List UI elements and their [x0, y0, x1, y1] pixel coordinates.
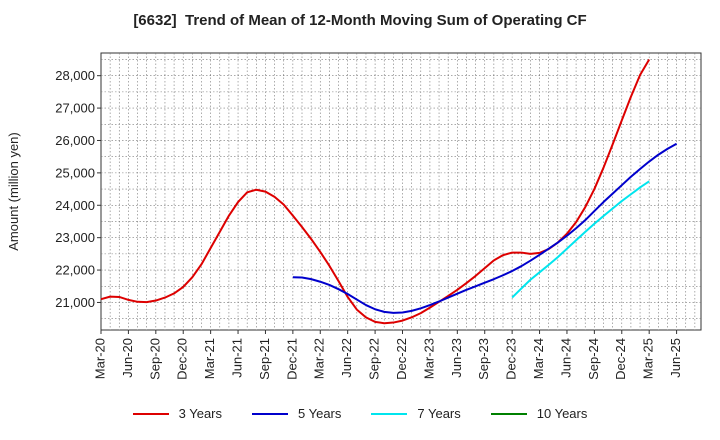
series-line-7-years [511, 180, 650, 299]
x-tick-label: Dec-22 [394, 338, 409, 380]
legend-label: 7 Years [417, 406, 461, 421]
chart-title: [6632] Trend of Mean of 12-Month Moving … [133, 12, 587, 29]
legend-swatch [252, 412, 288, 415]
x-tick-label: Mar-22 [312, 338, 327, 379]
y-axis-label: Amount (million yen) [6, 132, 21, 251]
x-tick-label: Jun-20 [120, 338, 135, 378]
x-tick-label: Jun-24 [558, 338, 573, 378]
legend-swatch [132, 412, 169, 415]
legend-swatch [490, 412, 527, 415]
y-tick-label: 27,000 [55, 101, 95, 116]
series-lines [100, 58, 678, 325]
x-tick-label: Sep-21 [257, 338, 272, 380]
legend-label: 3 Years [178, 406, 222, 421]
legend-item: 5 Years [252, 406, 341, 421]
x-tick-label: Sep-23 [476, 338, 491, 380]
legend-item: 7 Years [371, 406, 461, 421]
x-tick-label: Dec-24 [613, 338, 628, 380]
x-tick-label: Sep-20 [147, 338, 162, 380]
x-tick-label: Dec-20 [175, 338, 190, 380]
legend-label: 5 Years [298, 406, 342, 421]
y-tick-label: 26,000 [55, 133, 95, 148]
x-tick-label: Mar-25 [641, 338, 656, 379]
y-axis-ticks: 21,000 22,000 23,000 24,000 25,000 26,000 27,0… [55, 68, 101, 310]
x-axis-ticks: Mar-20 Jun-20 Sep-20 Dec-20 Mar-21 Jun-21 Sep-… [92, 330, 683, 380]
x-tick-label: Sep-24 [586, 338, 601, 380]
x-tick-label: Jun-25 [668, 338, 683, 378]
grid-lines [101, 53, 701, 330]
x-tick-label: Jun-22 [339, 338, 354, 378]
legend-item: 3 Years [132, 406, 222, 421]
y-tick-label: 22,000 [55, 263, 95, 278]
x-tick-label: Sep-22 [367, 338, 382, 380]
x-tick-label: Mar-21 [202, 338, 217, 379]
plot-area [100, 52, 702, 331]
x-tick-label: Jun-21 [229, 338, 244, 378]
x-tick-label: Dec-23 [504, 338, 519, 380]
series-line-5-years [292, 142, 678, 314]
legend-swatch [371, 412, 408, 415]
y-tick-label: 24,000 [55, 198, 95, 213]
y-tick-label: 23,000 [55, 230, 95, 245]
x-tick-label: Mar-20 [92, 338, 107, 379]
y-tick-label: 25,000 [55, 165, 95, 180]
y-tick-label: 28,000 [55, 68, 95, 83]
legend: 3 Years 5 Years 7 Years 10 Years [0, 406, 720, 421]
legend-item: 10 Years [490, 406, 588, 421]
y-tick-label: 21,000 [55, 295, 95, 310]
x-tick-label: Mar-23 [421, 338, 436, 379]
x-tick-label: Mar-24 [531, 338, 546, 379]
x-tick-label: Jun-23 [449, 338, 464, 378]
x-tick-label: Dec-21 [284, 338, 299, 380]
legend-label: 10 Years [536, 406, 588, 421]
